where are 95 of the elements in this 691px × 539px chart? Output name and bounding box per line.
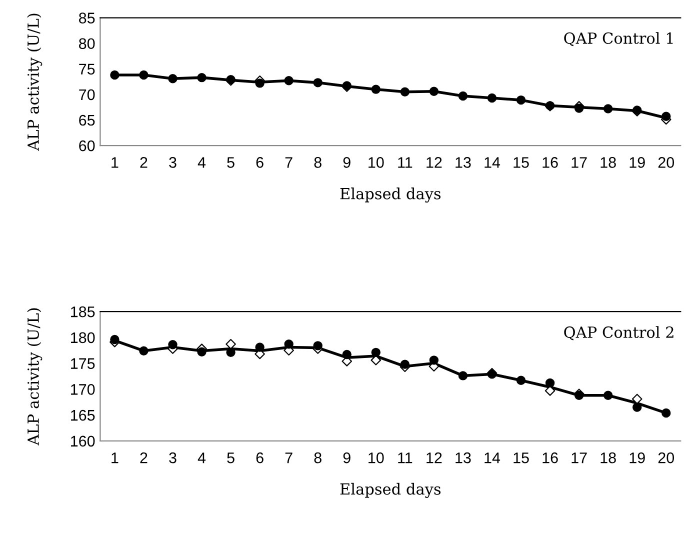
point: [371, 348, 381, 358]
x-tick-label: 1: [112, 157, 118, 168]
point: [458, 371, 468, 380]
point: [342, 350, 352, 360]
x-tick-label: 8: [314, 452, 322, 464]
x-tick-label: 14: [484, 452, 500, 464]
point: [110, 334, 120, 344]
x-tick-label: 4: [198, 452, 206, 464]
x-tick-label: 2: [140, 452, 148, 464]
point: [284, 340, 294, 349]
y-axis-title: ALP activity (U/L): [27, 308, 42, 446]
x-tick-label: 5: [227, 157, 234, 168]
point: [370, 355, 382, 366]
point: [400, 360, 410, 369]
x-tick-label: 6: [256, 157, 264, 168]
point: [516, 376, 526, 385]
point: [313, 78, 322, 88]
y-tick-label: 180: [71, 332, 95, 344]
point: [603, 390, 613, 400]
x-tick-label: 19: [630, 452, 645, 464]
x-tick-label: 20: [658, 157, 674, 168]
x-tick-label: 5: [227, 452, 234, 464]
point: [139, 70, 148, 80]
x-tick-label: 8: [314, 157, 322, 168]
annotation: QAP Control 2: [564, 326, 674, 340]
point: [429, 86, 439, 96]
point: [168, 340, 178, 350]
x-axis-title: Elapsed days: [340, 188, 441, 203]
annotation: QAP Control 1: [564, 32, 673, 46]
x-tick-label: 15: [514, 157, 529, 168]
point: [632, 394, 642, 404]
point: [255, 78, 264, 88]
point: [662, 408, 671, 418]
x-tick-label: 10: [368, 157, 384, 168]
point: [197, 347, 206, 357]
x-tick-label: 17: [572, 157, 587, 168]
point: [168, 74, 178, 84]
x-tick-label: 7: [285, 452, 292, 464]
y-axis-title: ALP activity (U/L): [27, 14, 42, 151]
y-tick-label: 170: [71, 384, 95, 395]
x-tick-label: 10: [368, 452, 384, 464]
x-tick-label: 16: [542, 157, 558, 168]
x-tick-label: 3: [169, 452, 176, 464]
x-tick-label: 12: [426, 157, 442, 168]
x-tick-label: 11: [398, 452, 412, 464]
y-tick-label: 185: [71, 306, 95, 318]
point: [545, 378, 555, 388]
point: [139, 346, 148, 356]
point: [603, 104, 613, 114]
x-tick-label: 17: [572, 452, 587, 464]
point: [574, 104, 584, 113]
y-tick-label: 175: [71, 358, 95, 369]
point: [110, 70, 120, 80]
point: [284, 76, 294, 86]
point: [516, 95, 526, 105]
x-tick-label: 3: [169, 157, 176, 168]
x-tick-label: 20: [658, 452, 674, 464]
x-tick-label: 12: [426, 452, 442, 464]
x-tick-label: 19: [630, 157, 645, 168]
y-tick-label: 70: [79, 89, 95, 100]
y-tick-label: 80: [79, 38, 95, 50]
x-tick-label: 9: [343, 452, 350, 464]
point: [226, 348, 236, 358]
y-tick-label: 75: [79, 64, 95, 75]
point: [197, 72, 206, 82]
y-tick-label: 65: [79, 114, 95, 126]
x-tick-label: 7: [285, 157, 292, 168]
x-tick-label: 15: [514, 452, 529, 464]
x-tick-label: 14: [484, 157, 500, 168]
x-tick-label: 11: [398, 157, 412, 168]
y-tick-label: 165: [71, 410, 95, 421]
point: [400, 87, 410, 96]
x-tick-label: 18: [600, 452, 616, 464]
point: [487, 93, 497, 103]
x-tick-label: 4: [198, 157, 206, 168]
x-tick-label: 2: [140, 157, 148, 168]
point: [255, 342, 264, 352]
x-axis-title: Elapsed days: [340, 482, 441, 498]
point: [313, 341, 322, 350]
point: [458, 91, 468, 101]
y-tick-label: 160: [71, 436, 95, 447]
x-tick-label: 13: [456, 157, 471, 168]
y-tick-label: 85: [79, 12, 95, 24]
x-tick-label: 1: [112, 452, 118, 464]
x-tick-label: 9: [343, 157, 350, 168]
x-tick-label: 18: [600, 157, 616, 168]
x-tick-label: 13: [456, 452, 471, 464]
point: [429, 356, 439, 365]
y-tick-label: 60: [79, 140, 95, 152]
point: [632, 402, 642, 412]
point: [371, 84, 381, 94]
point: [226, 338, 236, 350]
point: [662, 112, 671, 122]
x-tick-label: 16: [542, 452, 558, 464]
x-tick-label: 6: [256, 452, 264, 464]
